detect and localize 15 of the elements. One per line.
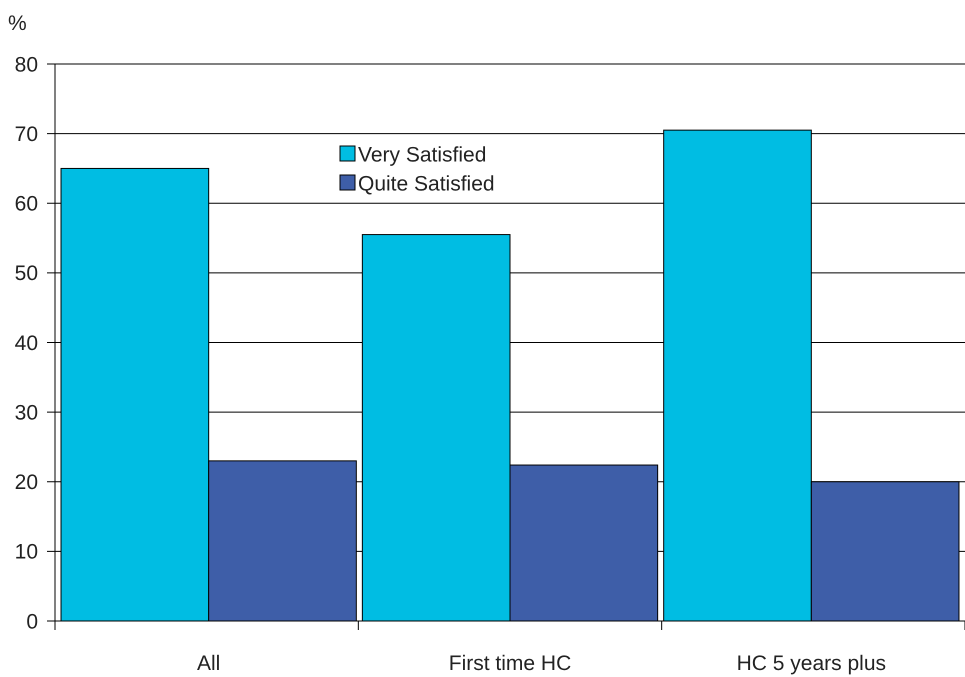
x-tick-label: HC 5 years plus (736, 652, 886, 675)
y-axis-title: % (8, 12, 27, 35)
legend-label: Very Satisfied (358, 143, 486, 166)
y-tick-label: 20 (14, 471, 38, 494)
x-tick-label: First time HC (448, 652, 572, 675)
y-tick-label: 0 (26, 610, 38, 634)
y-tick-label: 30 (14, 401, 38, 424)
y-tick-label: 50 (14, 262, 38, 286)
y-tick-label: 80 (14, 53, 38, 76)
y-tick-label: 10 (14, 540, 38, 564)
y-tick-label: 70 (14, 122, 38, 146)
y-tick-label: 40 (14, 332, 38, 355)
y-tick-label: 60 (14, 192, 38, 216)
x-tick-label: All (197, 652, 220, 675)
legend-label: Quite Satisfied (358, 172, 495, 196)
